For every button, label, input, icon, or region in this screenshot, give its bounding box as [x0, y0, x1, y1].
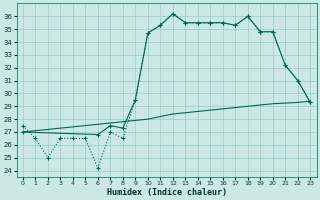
X-axis label: Humidex (Indice chaleur): Humidex (Indice chaleur)	[107, 188, 227, 197]
